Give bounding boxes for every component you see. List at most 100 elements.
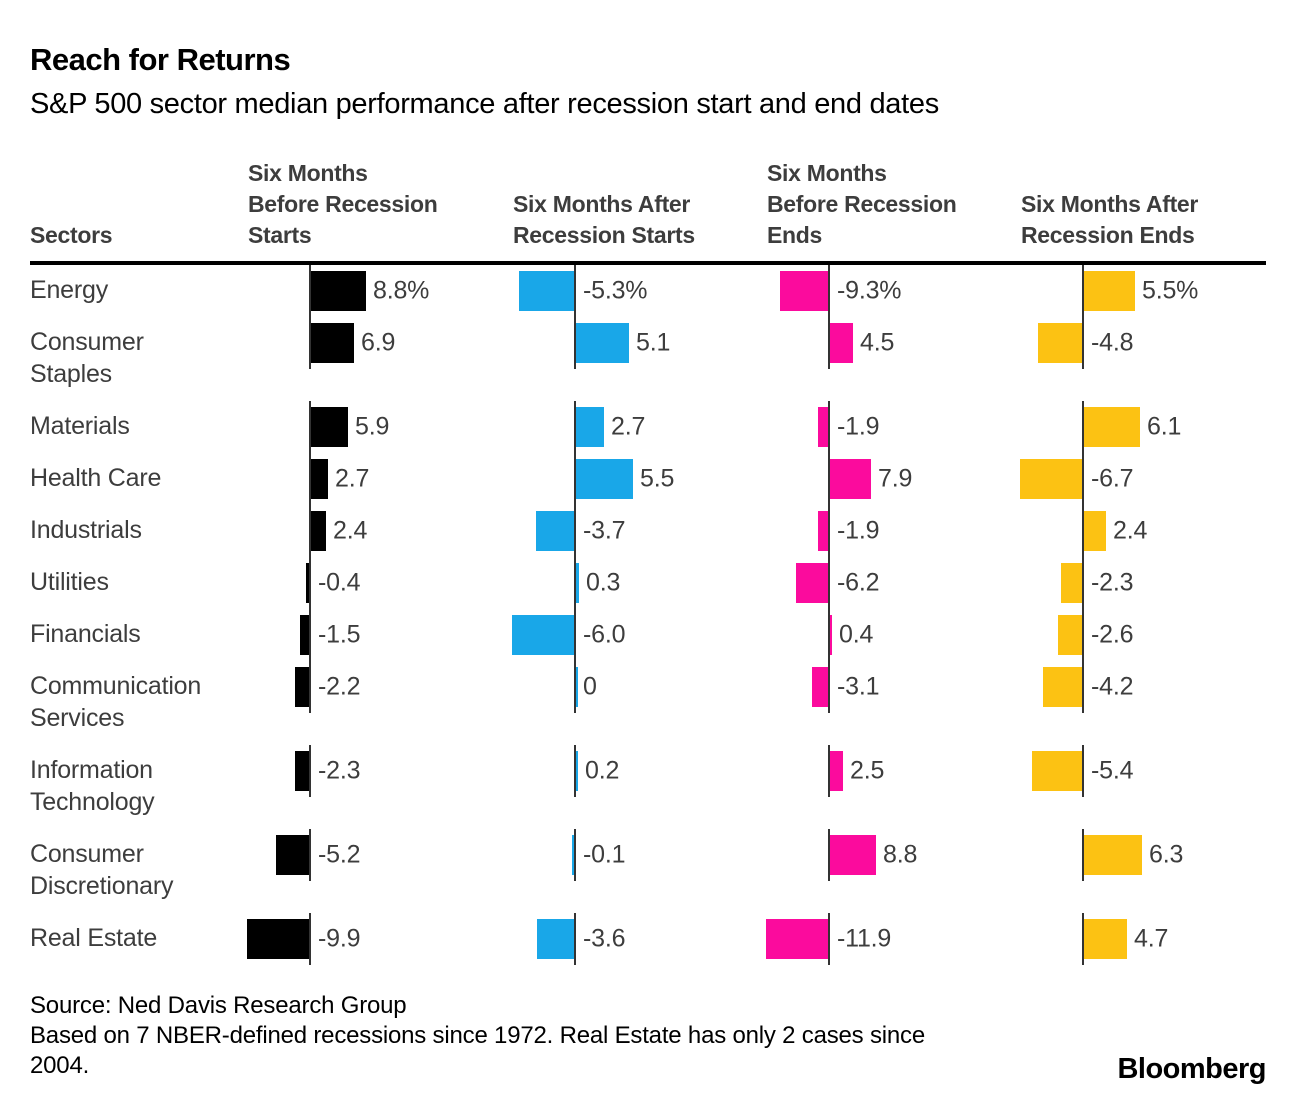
- bar-cell: -3.6: [513, 913, 767, 965]
- bar-cell: 2.7: [513, 401, 767, 453]
- sector-label: Consumer Discretionary: [30, 840, 174, 900]
- value-bar: [1084, 407, 1140, 447]
- bar-cell: -6.0: [512, 609, 767, 661]
- value-label: 8.8: [883, 840, 918, 869]
- baseline-tick: [828, 265, 830, 317]
- sector-row-information-technology: Information Technology -2.3 0.2 2.5 -5.4: [30, 745, 1266, 829]
- value-label: 5.1: [636, 328, 671, 357]
- baseline-tick: [309, 745, 311, 797]
- baseline-tick: [309, 317, 311, 369]
- value-label: 8.8%: [373, 276, 430, 305]
- source-text: Source: Ned Davis Research Group: [30, 992, 407, 1019]
- value-bar: [1032, 751, 1082, 791]
- baseline-tick: [574, 505, 576, 557]
- baseline-tick: [574, 317, 576, 369]
- chart-subtitle: S&P 500 sector median performance after …: [30, 88, 939, 120]
- value-label: -5.4: [1091, 756, 1134, 785]
- value-bar: [1058, 615, 1082, 655]
- bar-cell: 6.1: [1021, 401, 1266, 453]
- baseline-tick: [1082, 829, 1084, 881]
- value-bar: [766, 919, 828, 959]
- value-label: -2.3: [318, 756, 361, 785]
- baseline-tick: [828, 557, 830, 609]
- value-label: 5.5: [640, 464, 675, 493]
- value-bar: [276, 835, 309, 875]
- bar-cell: -3.1: [767, 661, 1021, 713]
- sector-row-energy: Energy 8.8% -5.3% -9.3% 5.5%: [30, 265, 1266, 317]
- sector-label: Real Estate: [30, 924, 158, 952]
- bar-cell: -2.2: [248, 661, 513, 713]
- header-divider: [30, 261, 1266, 265]
- bloomberg-logo: Bloomberg: [1117, 1053, 1266, 1085]
- bar-cell: 2.4: [1021, 505, 1266, 557]
- column-header-2: Six Months After Recession Starts: [513, 191, 695, 248]
- value-label: -5.3%: [583, 276, 648, 305]
- value-label: 0.4: [839, 620, 874, 649]
- sector-row-utilities: Utilities -0.4 0.3 -6.2 -2.3: [30, 557, 1266, 609]
- bar-cell: 0.3: [513, 557, 767, 609]
- value-bar: [830, 323, 853, 363]
- bar-cell: 2.4: [248, 505, 513, 557]
- value-label: -0.1: [583, 840, 626, 869]
- value-label: -1.5: [318, 620, 361, 649]
- baseline-tick: [1082, 401, 1084, 453]
- baseline-tick: [1082, 661, 1084, 713]
- value-bar: [818, 511, 828, 551]
- value-label: -6.0: [583, 620, 626, 649]
- sector-label: Industrials: [30, 516, 142, 544]
- value-bar: [311, 271, 366, 311]
- value-label: 2.4: [333, 516, 368, 545]
- value-bar: [780, 271, 828, 311]
- baseline-tick: [574, 661, 576, 713]
- bar-cell: -2.3: [248, 745, 513, 797]
- baseline-tick: [309, 829, 311, 881]
- footnote-line-1: Based on 7 NBER-defined recessions since…: [30, 1022, 925, 1049]
- bar-cell: -0.4: [248, 557, 513, 609]
- baseline-tick: [828, 661, 830, 713]
- baseline-tick: [1082, 609, 1084, 661]
- baseline-tick: [309, 609, 311, 661]
- bar-cell: -5.4: [1021, 745, 1266, 797]
- baseline-tick: [1082, 913, 1084, 965]
- value-bar: [830, 751, 843, 791]
- value-bar: [247, 919, 309, 959]
- baseline-tick: [309, 913, 311, 965]
- bar-cell: 0: [513, 661, 767, 713]
- baseline-tick: [1082, 317, 1084, 369]
- bar-cell: -0.1: [513, 829, 767, 881]
- baseline-tick: [828, 829, 830, 881]
- value-label: -0.4: [318, 568, 361, 597]
- bar-cell: -1.9: [767, 401, 1021, 453]
- bar-cell: -5.2: [248, 829, 513, 881]
- value-bar: [796, 563, 828, 603]
- value-label: 2.7: [611, 412, 646, 441]
- bar-cell: 5.1: [513, 317, 767, 369]
- chart-footer: Source: Ned Davis Research Group Based o…: [30, 991, 1266, 1081]
- baseline-tick: [574, 913, 576, 965]
- value-bar: [830, 615, 832, 655]
- value-label: 2.4: [1113, 516, 1148, 545]
- value-bar: [306, 563, 309, 603]
- baseline-tick: [574, 453, 576, 505]
- value-label: 5.9: [355, 412, 390, 441]
- bar-cell: 0.4: [767, 609, 1021, 661]
- value-label: -5.2: [318, 840, 361, 869]
- value-bar: [830, 835, 876, 875]
- value-label: 0.2: [585, 756, 620, 785]
- value-bar: [576, 563, 579, 603]
- footnote-line-2: 2004.: [30, 1052, 90, 1079]
- sector-label: Information Technology: [30, 756, 155, 816]
- value-bar: [1084, 835, 1142, 875]
- bar-cell: -3.7: [513, 505, 767, 557]
- baseline-tick: [574, 557, 576, 609]
- value-bar: [536, 511, 574, 551]
- baseline-tick: [828, 453, 830, 505]
- value-label: 0: [583, 672, 597, 701]
- bar-cell: 6.9: [248, 317, 513, 369]
- sector-row-financials: Financials -1.5 -6.0 0.4 -2.6: [30, 609, 1266, 661]
- value-bar: [576, 667, 578, 707]
- value-bar: [295, 751, 309, 791]
- baseline-tick: [828, 609, 830, 661]
- baseline-tick: [1082, 745, 1084, 797]
